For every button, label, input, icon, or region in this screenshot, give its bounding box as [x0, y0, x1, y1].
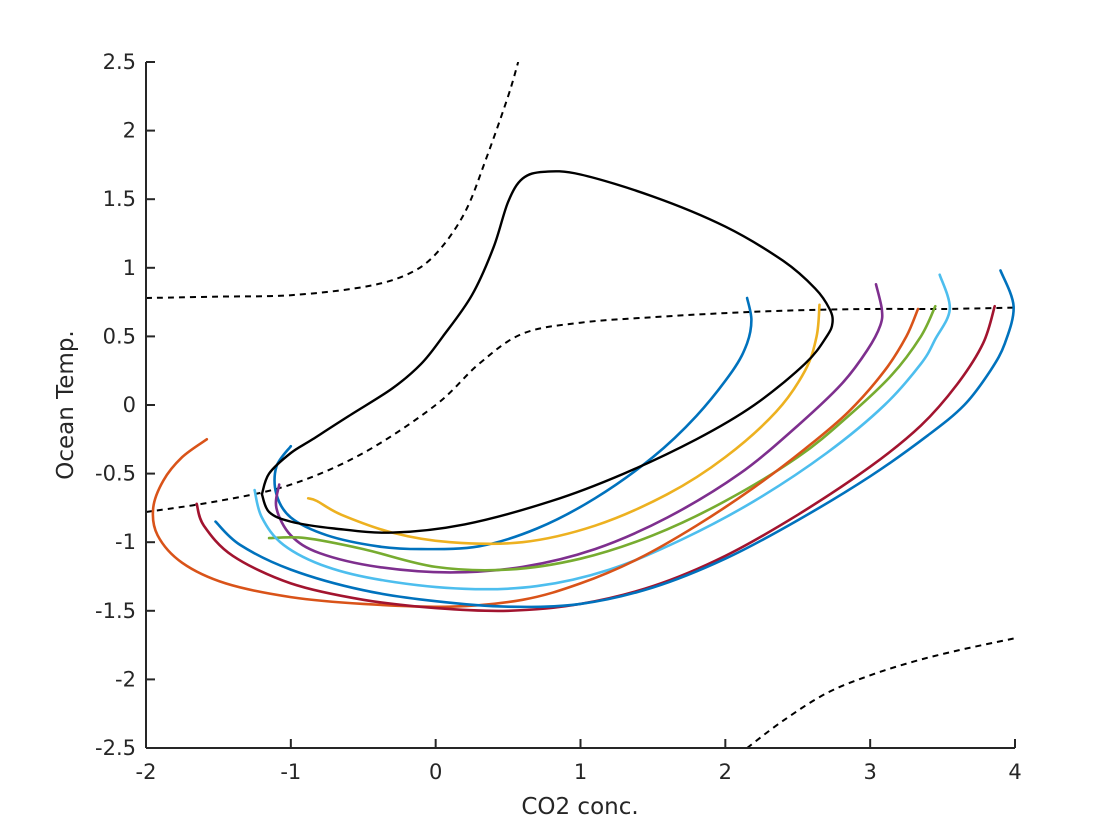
- trajectory-5: [253, 273, 952, 591]
- y-tick-label: 0.5: [103, 324, 136, 348]
- x-tick-label: 3: [863, 760, 876, 784]
- limit-cycle: [260, 170, 834, 534]
- trajectory-7: [195, 304, 996, 613]
- y-axis-title: Ocean Temp.: [53, 330, 79, 480]
- nullcline-1: [146, 62, 520, 299]
- y-tick-label: 2.5: [103, 50, 136, 74]
- y-tick-label: -0.5: [95, 462, 136, 486]
- ticks: -2 -1 0 1 2 3 4-2.5-2-1.5-1-0.500.511.522.5: [95, 50, 1022, 784]
- y-tick-label: -2.5: [95, 736, 136, 760]
- plot-area: [146, 62, 1015, 748]
- trajectory-8: [214, 269, 1015, 609]
- nullcline-2: [146, 306, 1015, 513]
- x-tick-label: 0: [429, 760, 442, 784]
- trajectory-3: [274, 283, 884, 574]
- trajectory-1: [273, 296, 753, 551]
- x-tick-label: -2: [136, 760, 157, 784]
- y-tick-label: 1: [123, 256, 136, 280]
- y-tick-label: -1: [115, 530, 136, 554]
- x-tick-label: 1: [574, 760, 587, 784]
- nullcline-3: [746, 637, 1015, 748]
- x-tick-label: 4: [1008, 760, 1021, 784]
- trajectory-6: [151, 307, 920, 609]
- y-tick-label: -2: [115, 667, 136, 691]
- y-tick-label: 2: [123, 119, 136, 143]
- x-tick-label: 2: [719, 760, 732, 784]
- trajectory-4: [267, 304, 937, 572]
- trajectory-2: [306, 303, 821, 546]
- y-tick-label: 0: [123, 393, 136, 417]
- x-tick-label: -1: [280, 760, 301, 784]
- y-tick-label: -1.5: [95, 599, 136, 623]
- y-tick-label: 1.5: [103, 187, 136, 211]
- x-axis-title: CO2 conc.: [521, 794, 638, 820]
